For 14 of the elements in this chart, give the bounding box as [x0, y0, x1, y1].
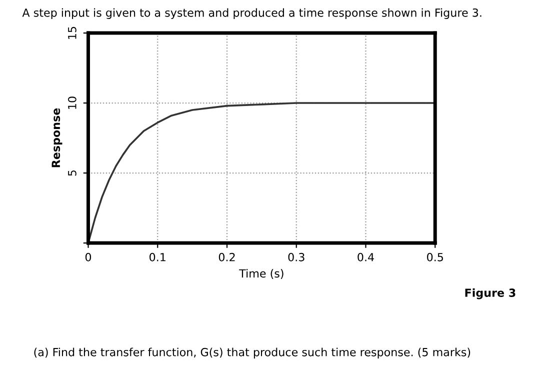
x-tick-label: 0.4 — [358, 252, 374, 262]
chart-title: A step input is given to a system and produced a time response shown in Figure 3. — [22, 8, 482, 20]
y-axis-title: Response — [52, 108, 62, 168]
x-tick-label: 0.5 — [427, 252, 443, 262]
x-tick-label: 0.1 — [150, 252, 166, 262]
x-tick-label: 0.2 — [218, 252, 235, 262]
caption: Figure 3 — [465, 288, 516, 300]
y-tick-label: 5 — [68, 170, 76, 176]
x-axis-title: Time (s) — [239, 269, 284, 279]
x-tick-label: 0.3 — [288, 252, 304, 262]
text: (a) Find the transfer function, G(s) that produce such time response. (5 marks) — [34, 348, 470, 358]
y-tick-label: 15 — [68, 26, 76, 39]
y-tick-label: 10 — [68, 96, 76, 109]
x-tick-label: 0 — [85, 252, 92, 262]
